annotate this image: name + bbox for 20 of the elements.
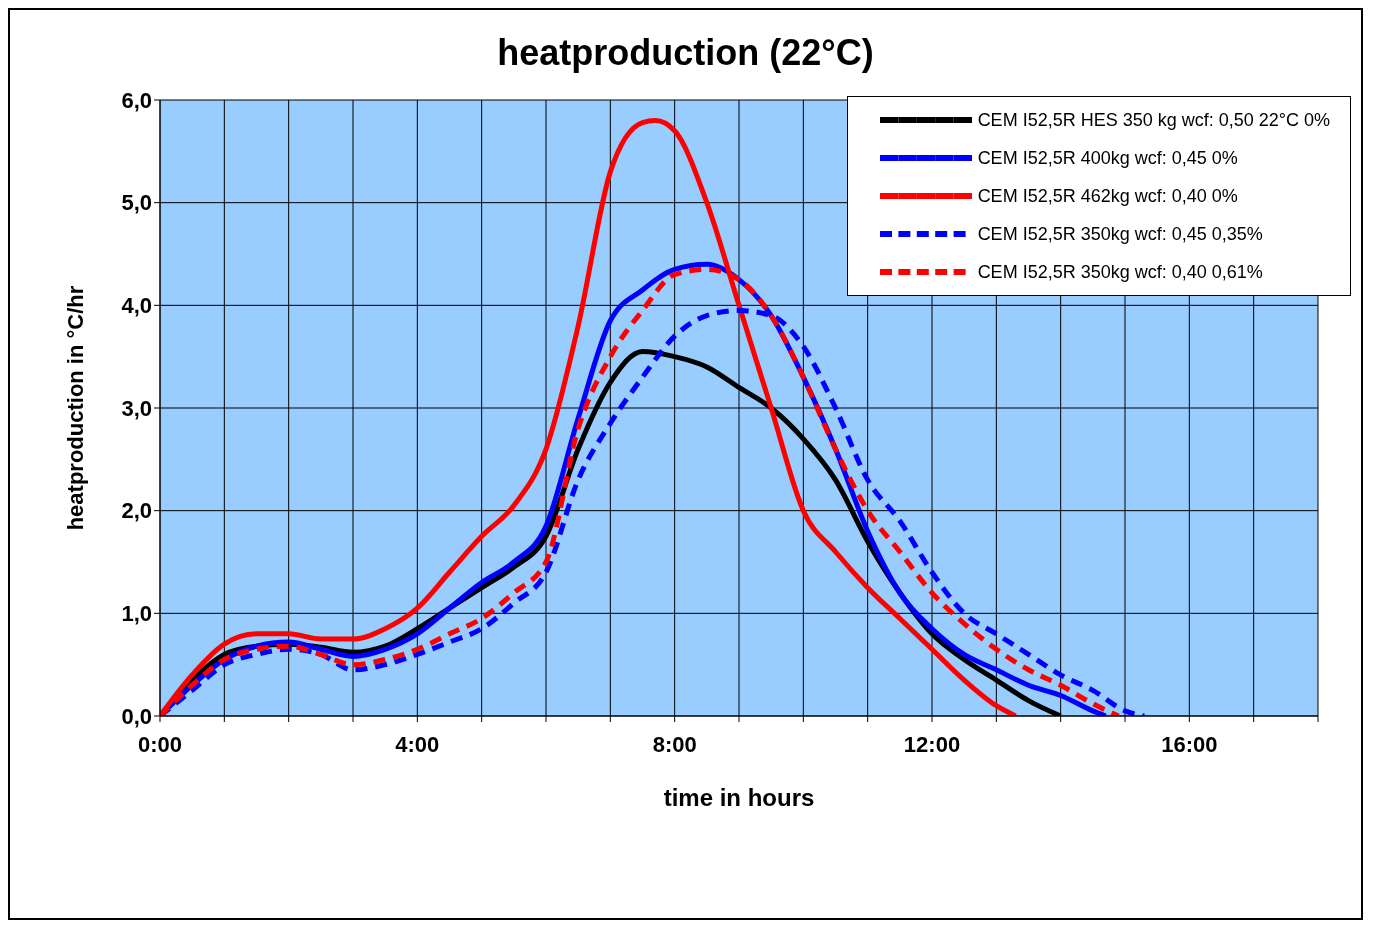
legend-label: CEM I52,5R 400kg wcf: 0,45 0% xyxy=(977,147,1238,169)
legend-label: CEM I52,5R 350kg wcf: 0,45 0,35% xyxy=(977,223,1263,245)
y-tick-label: 4,0 xyxy=(121,293,152,319)
legend-label: CEM I52,5R HES 350 kg wcf: 0,50 22°C 0% xyxy=(977,109,1330,131)
x-axis-title: time in hours xyxy=(663,784,815,811)
x-tick-label: 12:00 xyxy=(903,731,961,757)
legend-label: CEM I52,5R 350kg wcf: 0,40 0,61% xyxy=(977,261,1263,283)
y-tick-label: 2,0 xyxy=(121,498,152,524)
chart-title: heatproduction (22°C) xyxy=(496,32,875,74)
x-tick-label: 0:00 xyxy=(137,731,183,757)
y-tick-label: 6,0 xyxy=(121,87,152,113)
x-tick-label: 4:00 xyxy=(395,731,440,757)
legend-label: CEM I52,5R 462kg wcf: 0,40 0% xyxy=(977,185,1238,207)
y-axis-title: heatproduction in °C/hr xyxy=(62,285,88,531)
y-tick-label: 0,0 xyxy=(121,703,152,729)
x-tick-label: 8:00 xyxy=(652,731,697,757)
x-tick-label: 16:00 xyxy=(1161,731,1218,757)
y-tick-label: 1,0 xyxy=(121,601,152,627)
y-tick-label: 5,0 xyxy=(121,190,152,216)
y-tick-label: 3,0 xyxy=(121,395,152,421)
